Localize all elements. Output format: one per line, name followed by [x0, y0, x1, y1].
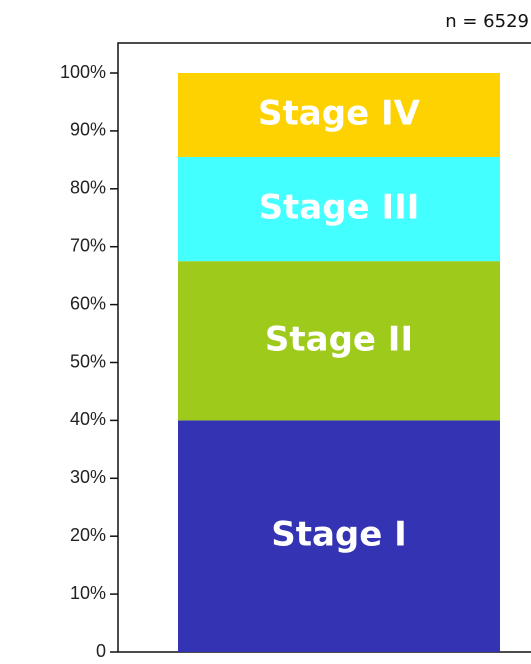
chart-title: n = 6529: [445, 11, 529, 32]
y-tick-label: 10%: [70, 583, 106, 603]
y-tick-label: 0: [96, 641, 106, 661]
y-tick-label: 60%: [70, 293, 106, 313]
y-tick-label: 80%: [70, 178, 106, 198]
segment-label: Stage II: [265, 319, 413, 359]
y-tick-label: 30%: [70, 467, 106, 487]
bar-segment: [178, 156, 500, 262]
y-tick-label: 100%: [60, 62, 106, 82]
y-tick-label: 90%: [70, 120, 106, 140]
segment-label: Stage III: [259, 188, 420, 228]
segment-label: Stage IV: [258, 93, 421, 133]
y-tick-label: 50%: [70, 351, 106, 371]
y-tick-label: 40%: [70, 409, 106, 429]
bar-segment: [178, 73, 500, 157]
y-tick-label: 70%: [70, 235, 106, 255]
y-tick-label: 20%: [70, 525, 106, 545]
bar-segment: [178, 420, 500, 652]
bar-segment: [178, 261, 500, 421]
segment-label: Stage I: [271, 515, 407, 555]
